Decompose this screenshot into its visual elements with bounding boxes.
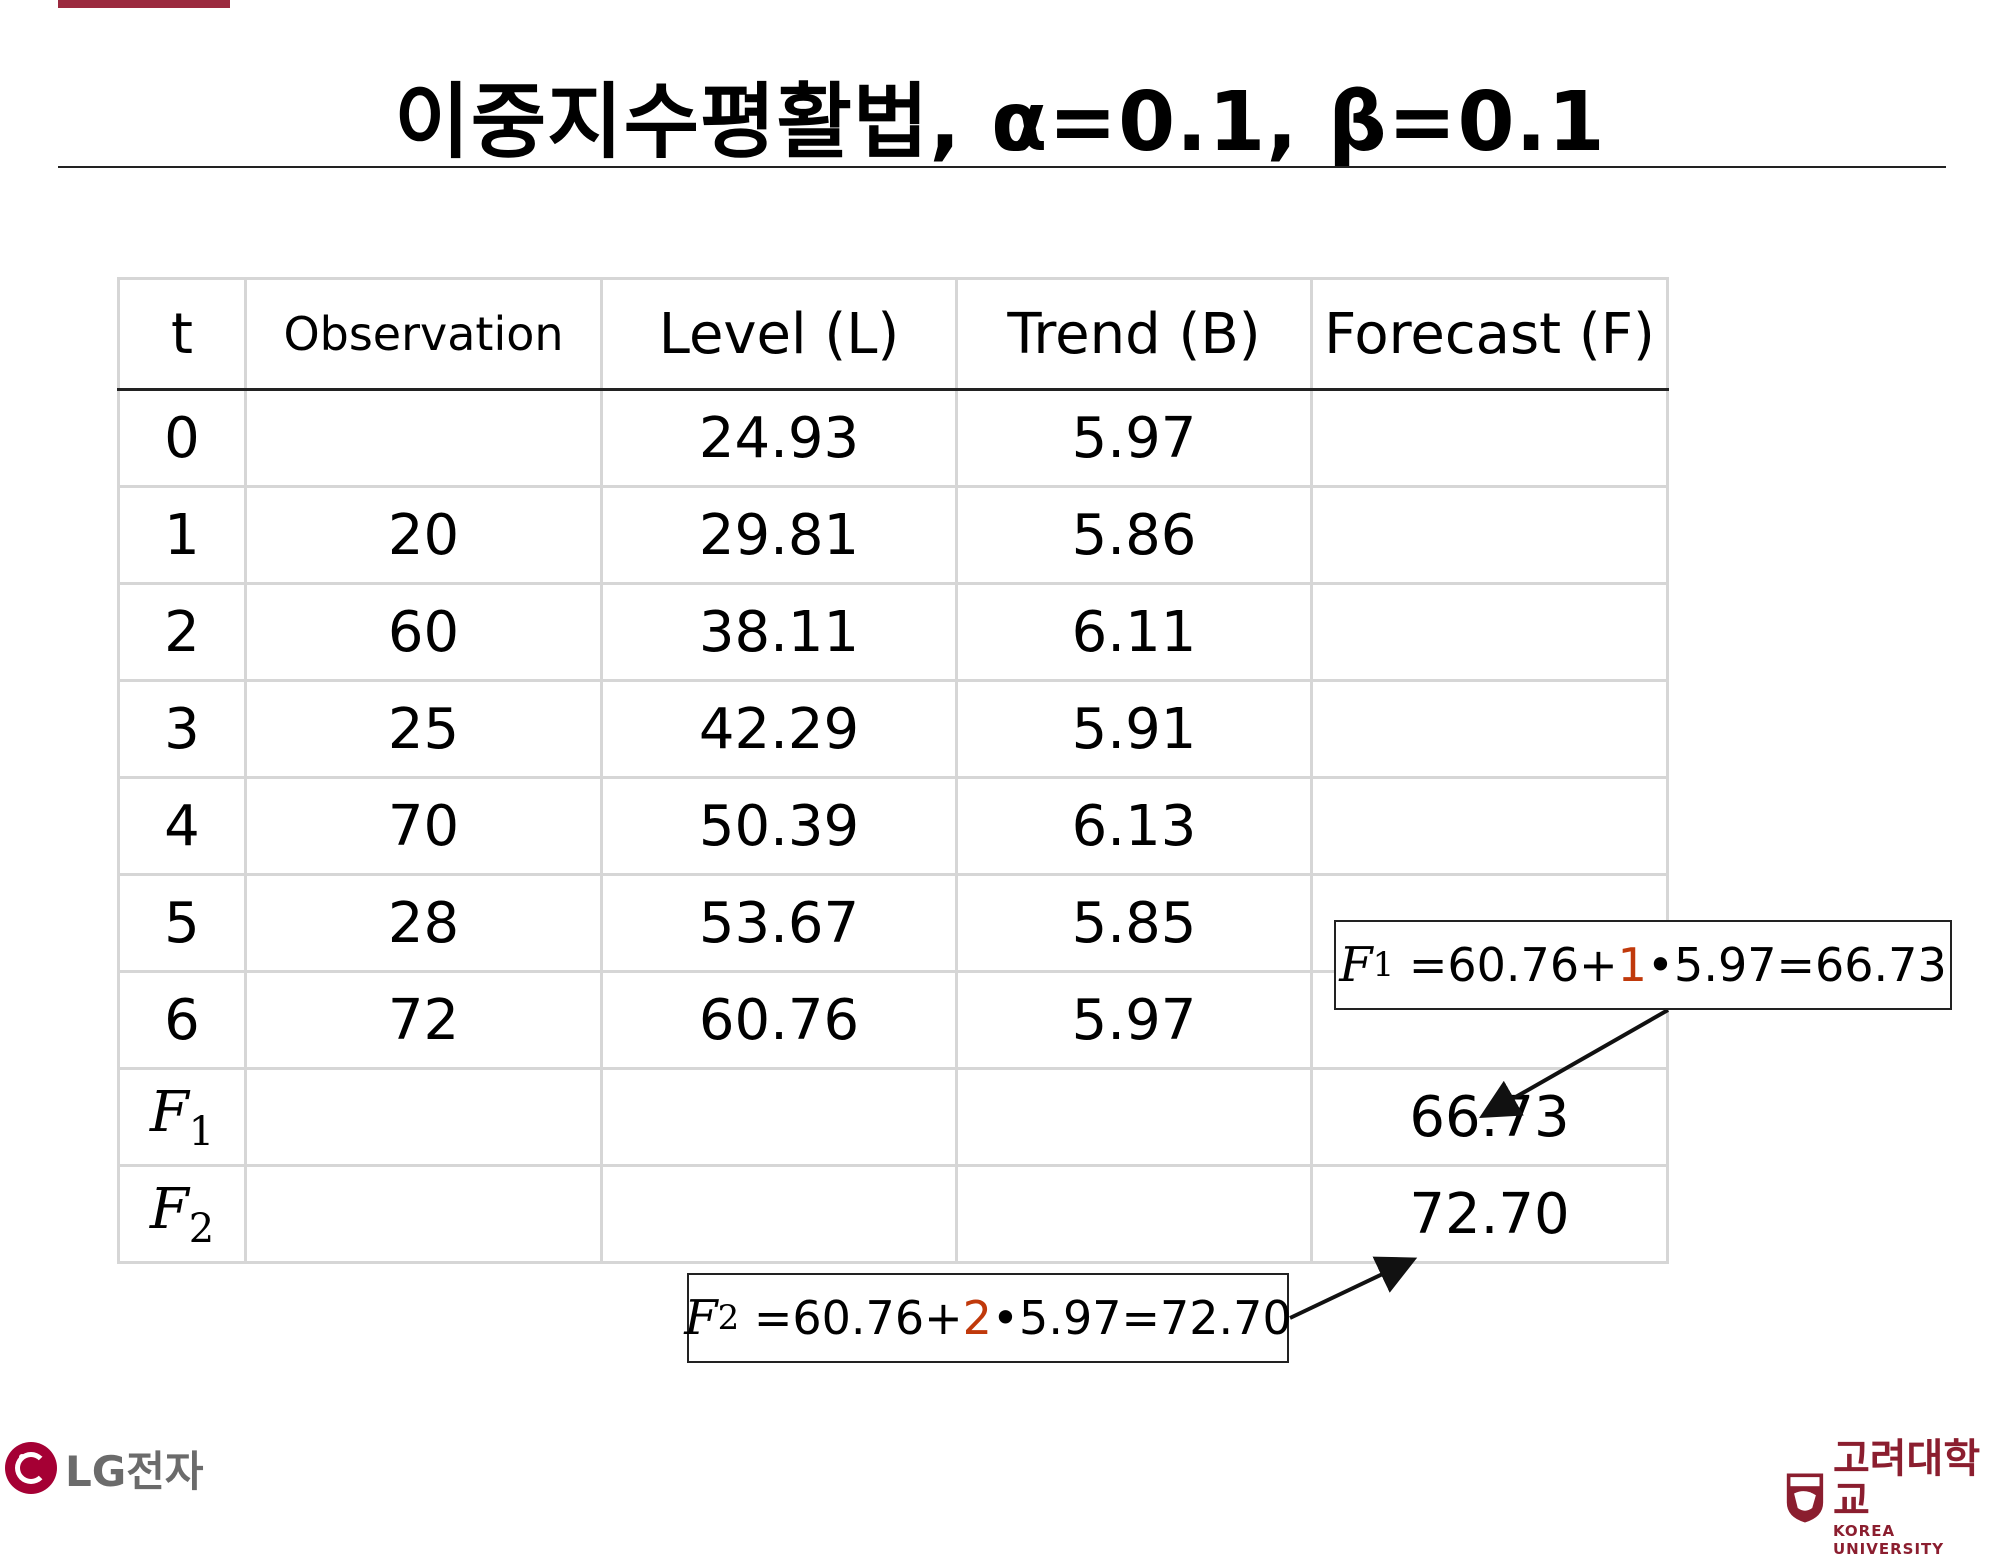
korea-university-crest-icon (1786, 1473, 1824, 1523)
forecast-symbol: F (149, 1176, 189, 1242)
f2-prefix: =60.76+ (739, 1291, 963, 1345)
cell-observation (244, 1067, 603, 1167)
korea-university-logo: 고려대학교 KOREA UNIVERSITY (1785, 1438, 2000, 1558)
lg-logo: LG전자 (5, 1440, 204, 1496)
cell-t: 6 (117, 970, 247, 1070)
cell-t: 2 (117, 582, 247, 682)
cell-observation: 60 (244, 582, 603, 682)
cell-forecast (1310, 679, 1669, 779)
cell-t: 0 (117, 388, 247, 488)
cell-forecast (1310, 388, 1669, 488)
cell-forecast: 72.70 (1310, 1164, 1669, 1264)
cell-t: 3 (117, 679, 247, 779)
f2-subscript: 2 (717, 1298, 740, 1338)
table-row: 4 70 50.39 6.13 (117, 776, 1669, 876)
cell-trend: 5.97 (955, 388, 1313, 488)
f1-symbol: F (1339, 937, 1373, 993)
cell-level: 29.81 (600, 485, 958, 585)
cell-t: F2 (117, 1164, 247, 1264)
table-row: 3 25 42.29 5.91 (117, 679, 1669, 779)
f1-suffix: •5.97=66.73 (1646, 938, 1947, 992)
top-accent-bar (58, 0, 230, 8)
callout-arrows (1289, 1008, 1669, 1320)
cell-forecast (1310, 485, 1669, 585)
table-row: 2 60 38.11 6.11 (117, 582, 1669, 682)
cell-trend (955, 1067, 1313, 1167)
cell-trend: 5.85 (955, 873, 1313, 973)
cell-observation: 28 (244, 873, 603, 973)
f2-highlight: 2 (962, 1291, 992, 1345)
cell-observation (244, 1164, 603, 1264)
cell-trend: 6.11 (955, 582, 1313, 682)
cell-observation: 70 (244, 776, 603, 876)
cell-level: 60.76 (600, 970, 958, 1070)
cell-t: F1 (117, 1067, 247, 1167)
lg-emblem-icon (5, 1442, 57, 1494)
cell-level: 24.93 (600, 388, 958, 488)
forecast-subscript: 1 (188, 1108, 215, 1155)
cell-observation (244, 388, 603, 488)
cell-t: 4 (117, 776, 247, 876)
cell-observation: 25 (244, 679, 603, 779)
f1-prefix: =60.76+ (1394, 938, 1618, 992)
cell-forecast (1310, 776, 1669, 876)
f2-symbol: F (684, 1290, 718, 1346)
korea-university-english-name: KOREA UNIVERSITY (1832, 1522, 1945, 1558)
title-divider (58, 166, 1946, 168)
cell-level: 53.67 (600, 873, 958, 973)
cell-trend: 5.86 (955, 485, 1313, 585)
cell-level (600, 1164, 958, 1264)
cell-level: 42.29 (600, 679, 958, 779)
header-observation: Observation (244, 277, 603, 391)
korea-university-korean-name: 고려대학교 (1832, 1436, 1981, 1524)
cell-observation: 72 (244, 970, 603, 1070)
cell-t: 1 (117, 485, 247, 585)
table-row: 5 28 53.67 5.85 (117, 873, 1669, 973)
cell-trend: 6.13 (955, 776, 1313, 876)
table-row: F2 72.70 (117, 1164, 1669, 1264)
cell-trend (955, 1164, 1313, 1264)
table-header-row: t Observation Level (L) Trend (B) Foreca… (117, 277, 1669, 391)
cell-observation: 20 (244, 485, 603, 585)
f2-arrow (1289, 1256, 1418, 1320)
cell-trend: 5.97 (955, 970, 1313, 1070)
f1-arrow (1479, 1008, 1669, 1118)
table-row: 1 20 29.81 5.86 (117, 485, 1669, 585)
lg-logo-text: LG전자 (65, 1446, 204, 1496)
table-row: 0 24.93 5.97 (117, 388, 1669, 488)
header-trend: Trend (B) (955, 277, 1313, 391)
slide-title: 이중지수평활법, α=0.1, β=0.1 (394, 75, 1606, 170)
f1-subscript: 1 (1372, 945, 1395, 985)
cell-level: 50.39 (600, 776, 958, 876)
cell-level (600, 1067, 958, 1167)
cell-level: 38.11 (600, 582, 958, 682)
header-t: t (117, 277, 247, 391)
forecast-symbol: F (149, 1079, 189, 1145)
header-level: Level (L) (600, 277, 958, 391)
f1-highlight: 1 (1617, 938, 1647, 992)
f2-suffix: •5.97=72.70 (991, 1291, 1292, 1345)
smoothing-table: t Observation Level (L) Trend (B) Foreca… (117, 277, 1669, 1264)
header-forecast: Forecast (F) (1310, 277, 1669, 391)
cell-forecast (1310, 582, 1669, 682)
forecast-subscript: 2 (188, 1205, 215, 1252)
cell-trend: 5.91 (955, 679, 1313, 779)
cell-t: 5 (117, 873, 247, 973)
